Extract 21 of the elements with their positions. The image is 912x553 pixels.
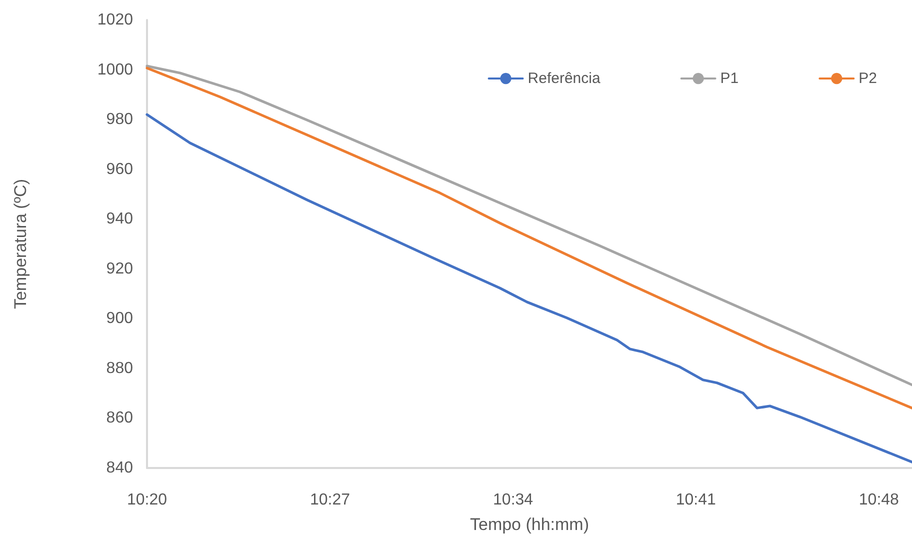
x-tick-label: 10:34 [493,492,534,508]
x-tick-label: 10:48 [858,492,900,508]
x-tick-label: 10:20 [126,492,168,508]
y-tick-label: 980 [106,111,134,128]
y-tick-label: 920 [106,260,134,278]
x-tick-label: 10:27 [310,492,350,508]
x-tick-label: 10:41 [676,492,716,508]
legend-label: P1 [720,70,739,87]
y-tick-label: 960 [106,160,134,178]
y-tick-label: 1020 [97,12,134,28]
y-axis-title: Temperatura (ºC) [11,179,30,309]
y-tick-label: 900 [106,310,134,328]
legend-label: Referência [528,70,601,87]
y-tick-label: 880 [106,360,134,377]
legend-label: P2 [858,70,878,87]
line-series [146,113,912,464]
x-axis-title: Tempo (hh:mm) [470,515,590,534]
y-tick-label: 1000 [97,61,134,78]
y-tick-label: 840 [106,460,134,476]
y-tick-label: 940 [106,210,134,228]
y-tick-label: 860 [106,410,134,427]
